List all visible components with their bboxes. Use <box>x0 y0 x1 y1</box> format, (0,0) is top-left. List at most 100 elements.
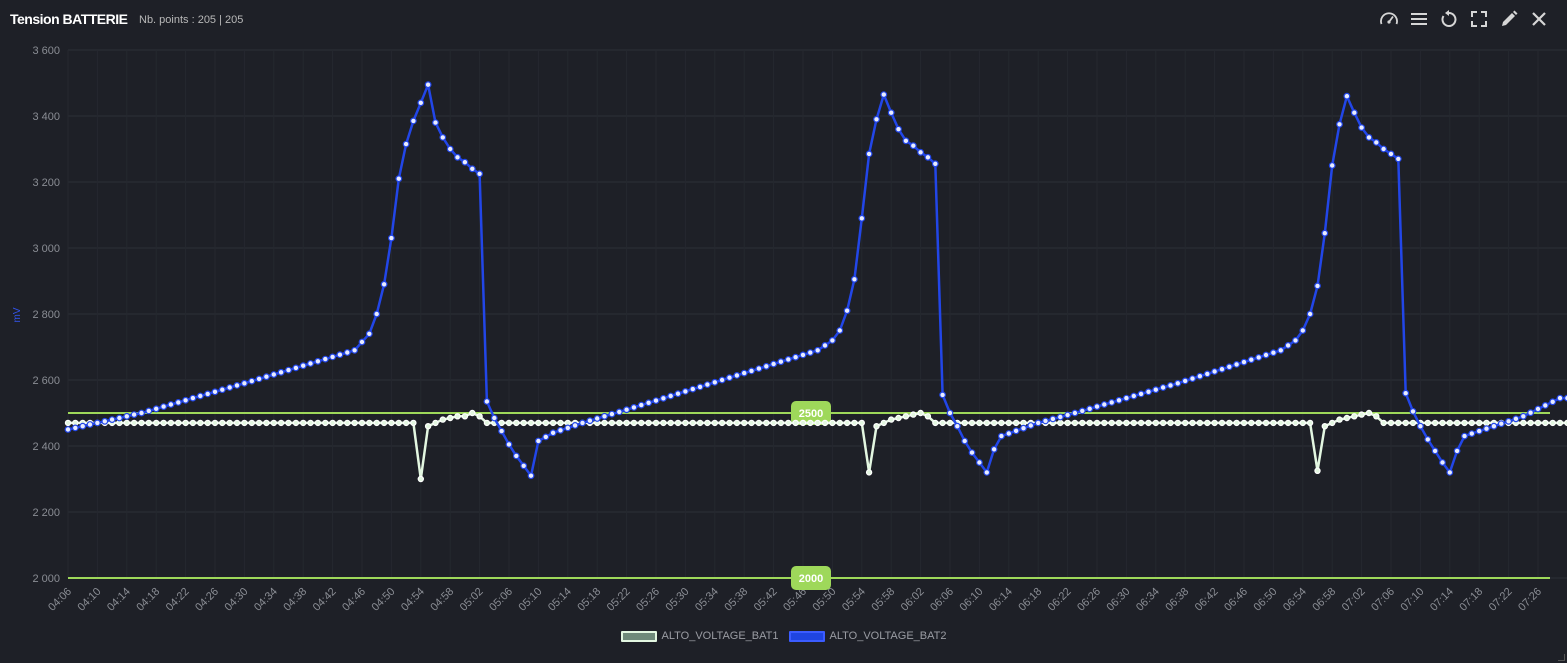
bat1-point <box>300 419 307 427</box>
bat1-point <box>226 419 233 427</box>
bat2-point <box>1497 420 1505 428</box>
speedometer-icon[interactable] <box>1379 8 1399 30</box>
bat2-point <box>1446 469 1454 476</box>
x-tick-label: 06:02 <box>899 586 927 614</box>
x-tick-label: 05:30 <box>664 586 692 614</box>
bat2-point <box>542 433 550 441</box>
bat2-point <box>336 351 344 359</box>
bat2-point <box>1321 229 1329 237</box>
bat2-point <box>880 91 888 98</box>
bat1-point <box>1424 419 1432 427</box>
legend-item-bat1[interactable]: ALTO_VOLTAGE_BAT1 <box>620 630 779 642</box>
bat2-point <box>1203 370 1211 378</box>
bat2-point <box>299 362 307 370</box>
bat1-point <box>829 419 836 427</box>
x-tick-label: 04:18 <box>134 586 162 614</box>
bat2-point <box>1461 432 1468 440</box>
bat2-point <box>527 472 535 480</box>
bat1-point <box>1071 419 1079 427</box>
bat2-point <box>1218 365 1226 373</box>
bat1-point <box>895 414 902 422</box>
bat1-point <box>1402 419 1409 427</box>
bat2-point <box>1512 415 1520 423</box>
bat2-point <box>64 426 72 433</box>
x-tick-label: 04:38 <box>281 586 309 614</box>
bat1-point <box>241 419 248 427</box>
bat1-point <box>1204 419 1211 427</box>
bat2-point <box>1269 349 1277 357</box>
bat2-point <box>1027 422 1035 429</box>
bat2-point <box>101 417 109 425</box>
bat2-point <box>652 397 660 405</box>
bat1-point <box>1211 419 1218 427</box>
bat1-point <box>64 419 72 427</box>
bat2-point <box>1549 398 1557 406</box>
series-alto-voltage-bat2 <box>64 81 1567 480</box>
x-tick-label: 04:30 <box>223 586 251 614</box>
bat1-point <box>910 411 917 418</box>
bat1-point <box>821 419 829 427</box>
x-tick-label: 04:42 <box>311 586 339 614</box>
x-tick-label: 06:58 <box>1310 586 1338 614</box>
bat2-point <box>1093 403 1101 411</box>
bat1-point <box>682 419 689 427</box>
bat1-point <box>792 419 799 427</box>
bat1-point <box>410 419 417 427</box>
bat1-point <box>777 419 785 427</box>
bat2-point <box>270 371 278 378</box>
bat2-point <box>836 327 844 334</box>
y-axis: 2 000 2 200 2 400 2 600 2 800 3 000 3 200 3 400… <box>32 45 60 585</box>
bat1-point <box>167 419 175 427</box>
bat2-point <box>571 422 579 429</box>
bat2-point <box>1358 124 1365 131</box>
close-icon[interactable] <box>1529 8 1549 30</box>
bat2-point <box>1505 417 1512 425</box>
bat2-point <box>704 381 711 389</box>
x-tick-label: 05:18 <box>575 586 603 614</box>
bat2-point <box>1556 394 1564 402</box>
bat1-point <box>1387 419 1395 427</box>
bat2-point <box>1056 413 1064 421</box>
bat2-point <box>1534 405 1542 413</box>
bat1-point <box>1409 419 1417 427</box>
x-tick-label: 06:22 <box>1046 586 1074 614</box>
bat2-point <box>498 427 506 435</box>
x-tick-label: 06:46 <box>1222 586 1250 614</box>
x-tick-label: 04:10 <box>76 586 104 614</box>
menu-icon[interactable] <box>1409 8 1429 30</box>
bat2-point <box>557 426 564 434</box>
reset-icon[interactable] <box>1439 8 1459 30</box>
bat2-point <box>630 404 638 411</box>
bat2-point <box>476 170 484 178</box>
bat1-point <box>505 419 513 427</box>
bat2-point <box>615 408 623 416</box>
bat1-point <box>1123 419 1130 427</box>
bat1-point <box>696 419 704 427</box>
bat2-point <box>843 307 851 315</box>
bat1-point <box>689 419 697 427</box>
bat1-point <box>248 419 255 427</box>
bat2-point <box>1130 392 1138 400</box>
bat1-point <box>535 419 542 427</box>
bat2-point <box>1211 368 1218 375</box>
x-tick-label: 07:02 <box>1340 586 1368 614</box>
x-tick-label: 07:26 <box>1516 586 1544 614</box>
bat2-point <box>1394 155 1402 163</box>
fullscreen-icon[interactable] <box>1469 8 1489 30</box>
edit-icon[interactable] <box>1499 8 1519 30</box>
bat1-point <box>285 419 292 427</box>
grid <box>67 49 1567 579</box>
y-tick-label: 2 400 <box>32 441 60 453</box>
legend-item-bat2[interactable]: ALTO_VOLTAGE_BAT2 <box>788 630 946 642</box>
bat1-point <box>1262 419 1270 427</box>
bat1-point <box>1395 419 1402 427</box>
resize-handle[interactable] <box>1558 654 1565 661</box>
bat2-point <box>454 153 461 161</box>
bat2-point <box>138 409 145 417</box>
bat2-point <box>1380 145 1387 153</box>
bat2-point <box>1564 394 1567 402</box>
bat2-point <box>1196 372 1204 380</box>
x-tick-label: 04:26 <box>193 586 221 614</box>
bat1-point <box>138 419 145 427</box>
bat2-point <box>770 360 777 368</box>
